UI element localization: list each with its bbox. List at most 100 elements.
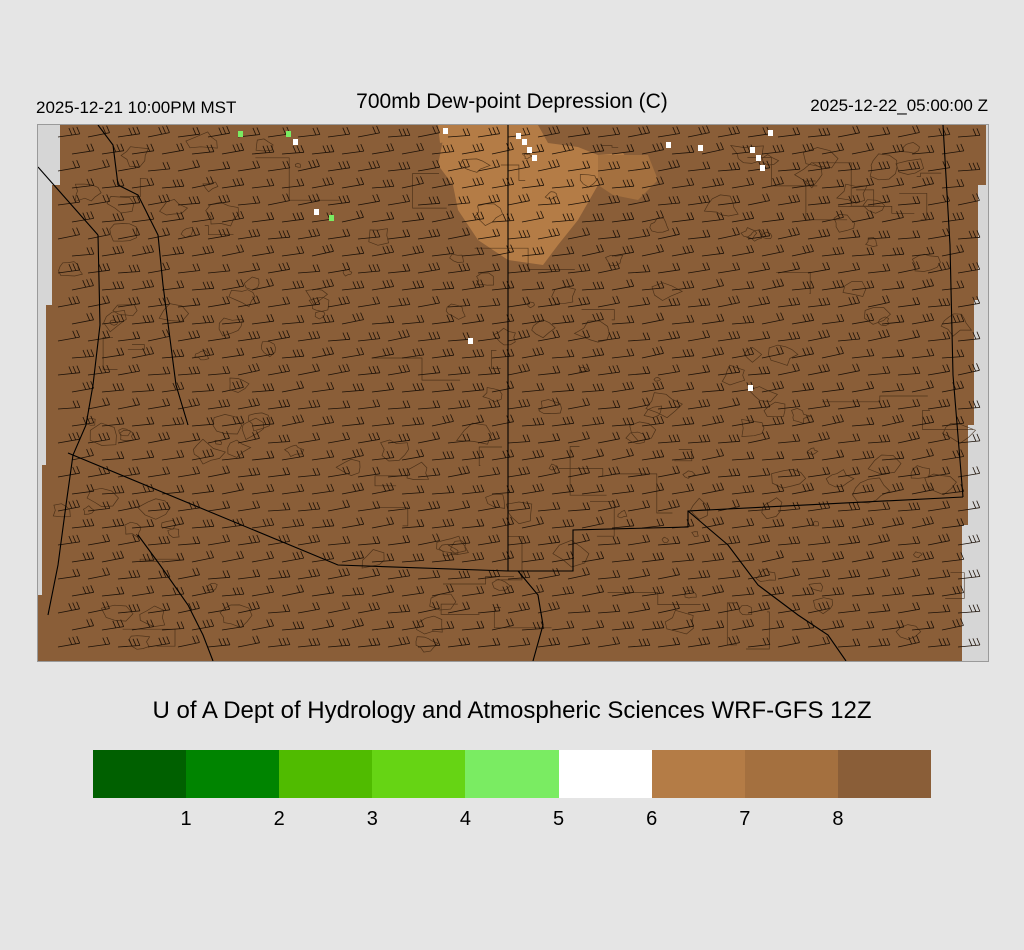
wind-barb [177,227,200,240]
wind-barb [117,499,140,512]
terrain-contour [808,582,824,592]
wind-barb [267,262,291,274]
wind-barb [507,434,531,444]
wind-barb [297,637,321,648]
wind-barb [417,331,441,342]
wind-barb [101,314,125,325]
wind-barb [851,177,875,189]
wind-barb [957,162,981,172]
wind-barb [807,398,831,410]
terrain-contour [825,469,855,488]
wind-barb [807,535,831,546]
wind-barb [117,466,141,478]
wind-barb [281,212,305,223]
wind-barb [147,261,170,274]
wind-barb [701,482,724,495]
wind-barb [71,246,95,257]
wind-barb [267,637,291,648]
wind-barb [867,466,891,478]
wind-barb [567,502,591,512]
wind-barb [311,314,335,325]
terrain-contour [755,568,776,582]
wind-barb [341,482,364,495]
wind-barb [611,585,635,597]
county-line [805,180,848,221]
wind-barb [881,550,904,563]
wind-barb [717,397,740,410]
wind-barb [881,177,905,189]
wind-barb [671,314,695,325]
wind-barb [357,296,381,308]
moisture-speck [527,147,532,153]
wind-barb [101,416,125,427]
wind-barb [821,279,845,291]
wind-barb [267,399,291,410]
wind-barb [597,536,621,546]
wind-barb [911,380,934,393]
wind-barb [671,348,695,359]
wind-barb [597,636,621,648]
wind-barb [491,585,515,597]
wind-barb [207,194,231,206]
wind-barb [237,160,261,172]
wind-barb [837,603,861,614]
wind-barb [57,601,80,614]
wind-barb [941,280,965,291]
wind-barb [477,637,501,648]
dewpoint-field [38,125,986,661]
wind-barb [401,585,425,597]
wind-barb [851,586,875,597]
wind-barb [867,230,891,240]
wind-barb [927,604,951,614]
wind-barb [657,195,681,206]
moisture-speck [748,385,753,391]
county-line [440,603,480,615]
terrain-contour [771,469,807,489]
wind-barb [447,433,471,444]
wind-barb [87,567,110,580]
wind-barb [101,143,125,155]
terrain-contour [89,422,117,446]
wind-barb [641,244,664,257]
terrain-contour [74,183,102,202]
wind-barb [147,227,170,240]
terrain-contour [604,254,624,267]
terrain-contour [729,145,764,164]
wind-barb [191,519,215,529]
wind-barb [551,620,575,631]
wind-barb [117,569,141,580]
wind-barb [731,618,754,631]
wind-barb [957,363,980,376]
moisture-speck [760,165,765,171]
county-line [139,558,181,562]
wind-barb [671,244,694,257]
wind-barb [431,518,455,529]
wind-barb [147,501,171,512]
wind-barb [387,329,410,342]
wind-barb [477,228,501,240]
wind-barb [387,364,411,376]
wind-barb [761,346,784,359]
county-line [375,507,409,527]
wind-barb [881,314,905,325]
wind-barb [251,584,274,597]
wind-barb [731,244,755,257]
wind-barb [101,347,125,359]
terrain-contour [862,199,885,214]
legend-tick-label: 2 [273,808,285,830]
wind-barb [897,502,921,512]
moisture-speck [468,338,473,344]
wind-barb [221,517,245,529]
terrain-contour [205,201,240,227]
wind-barb [911,550,934,563]
wind-barb [747,502,771,512]
terrain-contour [901,142,920,154]
wind-barb [221,278,245,291]
wind-barb [327,228,351,240]
wind-barb [341,177,365,189]
terrain-contour [247,412,271,432]
wind-barb [387,501,411,512]
wind-barb [371,347,395,359]
wind-barb [957,262,981,274]
wind-barb [221,380,244,393]
